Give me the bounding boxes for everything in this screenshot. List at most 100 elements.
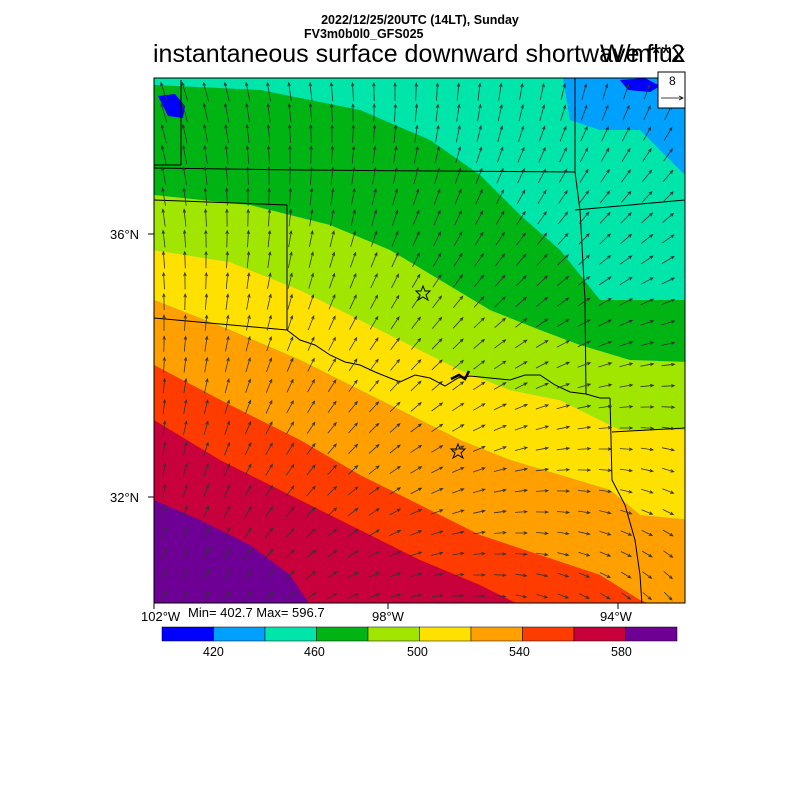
wind-vector xyxy=(494,531,507,535)
wind-vector xyxy=(203,420,209,435)
wind-vector xyxy=(640,383,655,388)
wind-vector xyxy=(246,272,251,289)
wind-vector xyxy=(306,506,317,517)
wind-vector xyxy=(434,167,441,184)
wind-vector xyxy=(414,124,419,143)
wind-vector xyxy=(495,231,505,246)
wind-vector xyxy=(535,446,550,451)
wind-vector xyxy=(225,229,229,248)
wind-vector xyxy=(452,316,464,329)
wind-vector xyxy=(306,570,317,579)
wind-vector xyxy=(539,104,546,122)
wind-vector xyxy=(368,572,381,578)
wind-vector xyxy=(266,81,271,102)
wind-vector xyxy=(472,488,486,494)
wind-vector xyxy=(619,426,634,430)
wind-vector xyxy=(473,381,486,391)
wind-vector xyxy=(539,82,545,101)
wind-vector xyxy=(368,529,381,537)
wind-vector xyxy=(307,357,315,372)
wind-vector xyxy=(578,254,591,266)
lat-label-32n: 32°N xyxy=(110,490,140,505)
wind-vector xyxy=(493,509,508,514)
wind-vector xyxy=(413,188,420,205)
wind-vector xyxy=(598,404,613,409)
wind-vector xyxy=(368,593,381,599)
wind-vector xyxy=(496,146,504,163)
colorbar-swatch xyxy=(213,626,266,642)
wind-vector xyxy=(558,168,568,183)
wind-vector xyxy=(431,509,444,515)
wind-vector xyxy=(452,573,465,577)
wind-vector xyxy=(640,255,654,265)
wind-vector xyxy=(393,124,398,143)
wind-vector xyxy=(431,572,444,577)
wind-vector xyxy=(600,168,610,183)
wind-vector xyxy=(661,384,676,388)
wind-vector xyxy=(162,504,167,519)
wind-vector xyxy=(619,341,634,347)
wind-vector xyxy=(162,483,167,498)
field-min-patch-ne xyxy=(620,78,660,92)
colorbar xyxy=(161,626,678,642)
wind-vector xyxy=(410,359,422,371)
wind-vector xyxy=(577,489,592,493)
wind-vector xyxy=(287,81,292,102)
wind-vector xyxy=(494,317,507,329)
wind-vector xyxy=(371,230,378,247)
wind-vector xyxy=(599,254,612,265)
wind-vector xyxy=(225,335,230,352)
wind-vector xyxy=(391,230,399,247)
wind-vector xyxy=(620,509,633,515)
field-band-460 xyxy=(154,78,685,300)
wind-vector xyxy=(579,190,590,204)
wind-vector xyxy=(560,104,567,121)
wind-vector xyxy=(495,210,505,225)
wind-vector xyxy=(640,405,655,409)
wind-vector xyxy=(225,314,230,331)
wind-vector xyxy=(514,339,528,349)
wind-vector xyxy=(328,357,337,372)
wind-vector xyxy=(599,510,612,515)
wind-vector xyxy=(330,102,334,123)
wind-vector xyxy=(514,467,529,472)
wind-vector xyxy=(286,442,295,455)
wind-vector xyxy=(431,466,444,474)
wind-vector xyxy=(183,250,187,269)
wind-vector xyxy=(580,125,588,142)
wind-vector xyxy=(473,509,486,514)
wind-vector xyxy=(224,420,230,435)
wind-vector xyxy=(244,420,252,435)
wind-vector xyxy=(619,383,634,388)
wind-vector xyxy=(578,572,591,578)
wind-vector xyxy=(453,252,463,267)
wind-vector xyxy=(389,508,402,516)
wind-vector xyxy=(285,485,295,497)
lon-label-94w: 94°W xyxy=(600,609,632,624)
wind-vector xyxy=(620,212,632,224)
wind-vector xyxy=(372,81,376,102)
wind-vector xyxy=(203,166,208,185)
wind-vector xyxy=(308,102,313,123)
wind-vector xyxy=(661,362,676,367)
wind-vector xyxy=(389,444,401,454)
wind-vector xyxy=(452,338,464,350)
wind-vector xyxy=(535,383,550,389)
wind-vector xyxy=(577,447,592,451)
wind-vector xyxy=(392,209,399,226)
wind-vector xyxy=(431,380,443,391)
wind-vector xyxy=(619,298,634,306)
wind-vector xyxy=(330,187,335,206)
wind-vector xyxy=(348,400,358,413)
wind-vector xyxy=(493,403,507,411)
colorbar-swatch xyxy=(367,626,420,642)
wind-vector xyxy=(662,529,674,537)
wind-vector xyxy=(643,83,651,100)
wind-vector xyxy=(598,468,613,472)
wind-vector xyxy=(663,591,673,601)
wind-vector xyxy=(641,550,653,558)
wind-vector xyxy=(538,168,547,184)
wind-vector xyxy=(348,358,358,372)
wind-vector xyxy=(181,123,188,144)
wind-vector xyxy=(244,569,253,580)
